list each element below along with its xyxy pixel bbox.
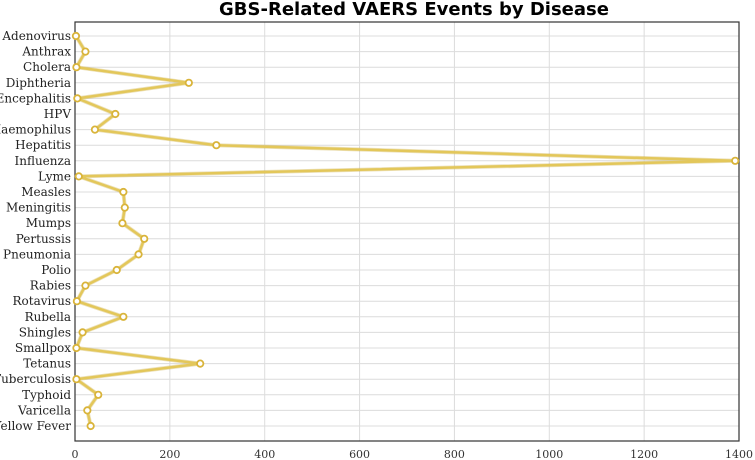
category-label: Pertussis bbox=[16, 232, 71, 246]
data-point bbox=[72, 297, 81, 306]
category-label: Adenovirus bbox=[1, 29, 71, 43]
data-point bbox=[83, 406, 92, 415]
series bbox=[71, 31, 740, 431]
data-point bbox=[134, 250, 143, 259]
data-point bbox=[184, 78, 193, 87]
x-tick-label: 400 bbox=[254, 448, 275, 460]
data-point bbox=[140, 234, 149, 243]
data-point bbox=[81, 281, 90, 290]
x-tick-label: 600 bbox=[349, 448, 370, 460]
series-line bbox=[74, 35, 737, 427]
data-point bbox=[90, 125, 100, 134]
data-point bbox=[74, 172, 83, 181]
data-point bbox=[212, 141, 221, 150]
data-point bbox=[81, 47, 90, 56]
category-label: Yellow Fever bbox=[0, 419, 71, 433]
plot-area bbox=[74, 21, 740, 442]
category-label: HPV bbox=[44, 107, 72, 121]
x-tick-label: 1400 bbox=[725, 448, 753, 460]
category-label: Tuberculosis bbox=[0, 372, 71, 386]
data-point bbox=[72, 375, 81, 384]
x-axis: 0 200 400 600 800 1000 1200 1400 bbox=[72, 448, 754, 460]
category-label: Encephalitis bbox=[0, 91, 71, 105]
category-label: Meningitis bbox=[6, 201, 71, 215]
data-point bbox=[118, 219, 127, 228]
x-tick-label: 0 bbox=[72, 448, 79, 460]
data-point bbox=[112, 265, 121, 275]
data-point bbox=[111, 109, 120, 119]
category-label: Shingles bbox=[19, 325, 71, 339]
data-point bbox=[119, 187, 128, 197]
category-label: Rabies bbox=[30, 279, 71, 293]
category-label: Lyme bbox=[38, 169, 71, 183]
category-label: Varicella bbox=[17, 403, 71, 417]
data-point bbox=[119, 312, 128, 321]
category-label: Haemophilus bbox=[0, 123, 71, 137]
category-label: Diphtheria bbox=[6, 76, 71, 90]
category-label: Measles bbox=[21, 185, 71, 199]
chart-title: GBS-Related VAERS Events by Disease bbox=[219, 0, 609, 20]
data-point bbox=[71, 31, 81, 41]
category-label: Mumps bbox=[26, 216, 71, 230]
category-label: Tetanus bbox=[23, 357, 71, 371]
category-label: Rotavirus bbox=[13, 294, 71, 308]
category-label: Smallpox bbox=[15, 341, 71, 355]
category-label: Rubella bbox=[25, 310, 71, 324]
category-label: Typhoid bbox=[22, 388, 71, 402]
data-point bbox=[731, 156, 740, 165]
data-point bbox=[73, 94, 82, 103]
category-label: Hepatitis bbox=[15, 138, 71, 152]
data-point bbox=[120, 203, 129, 212]
data-point bbox=[78, 328, 87, 337]
x-tick-label: 1200 bbox=[630, 448, 658, 460]
data-point bbox=[72, 63, 81, 72]
data-point bbox=[86, 421, 95, 431]
data-point bbox=[196, 359, 205, 368]
category-label: Cholera bbox=[23, 60, 71, 74]
grid bbox=[74, 22, 740, 441]
category-label: Anthrax bbox=[21, 45, 71, 59]
category-label: Pneumonia bbox=[3, 247, 71, 261]
x-tick-label: 200 bbox=[159, 448, 180, 460]
data-point bbox=[72, 343, 81, 353]
data-point bbox=[94, 390, 103, 399]
category-label: Polio bbox=[41, 263, 71, 277]
x-tick-label: 1000 bbox=[535, 448, 563, 460]
x-tick-label: 800 bbox=[444, 448, 465, 460]
category-label: Influenza bbox=[14, 154, 71, 168]
